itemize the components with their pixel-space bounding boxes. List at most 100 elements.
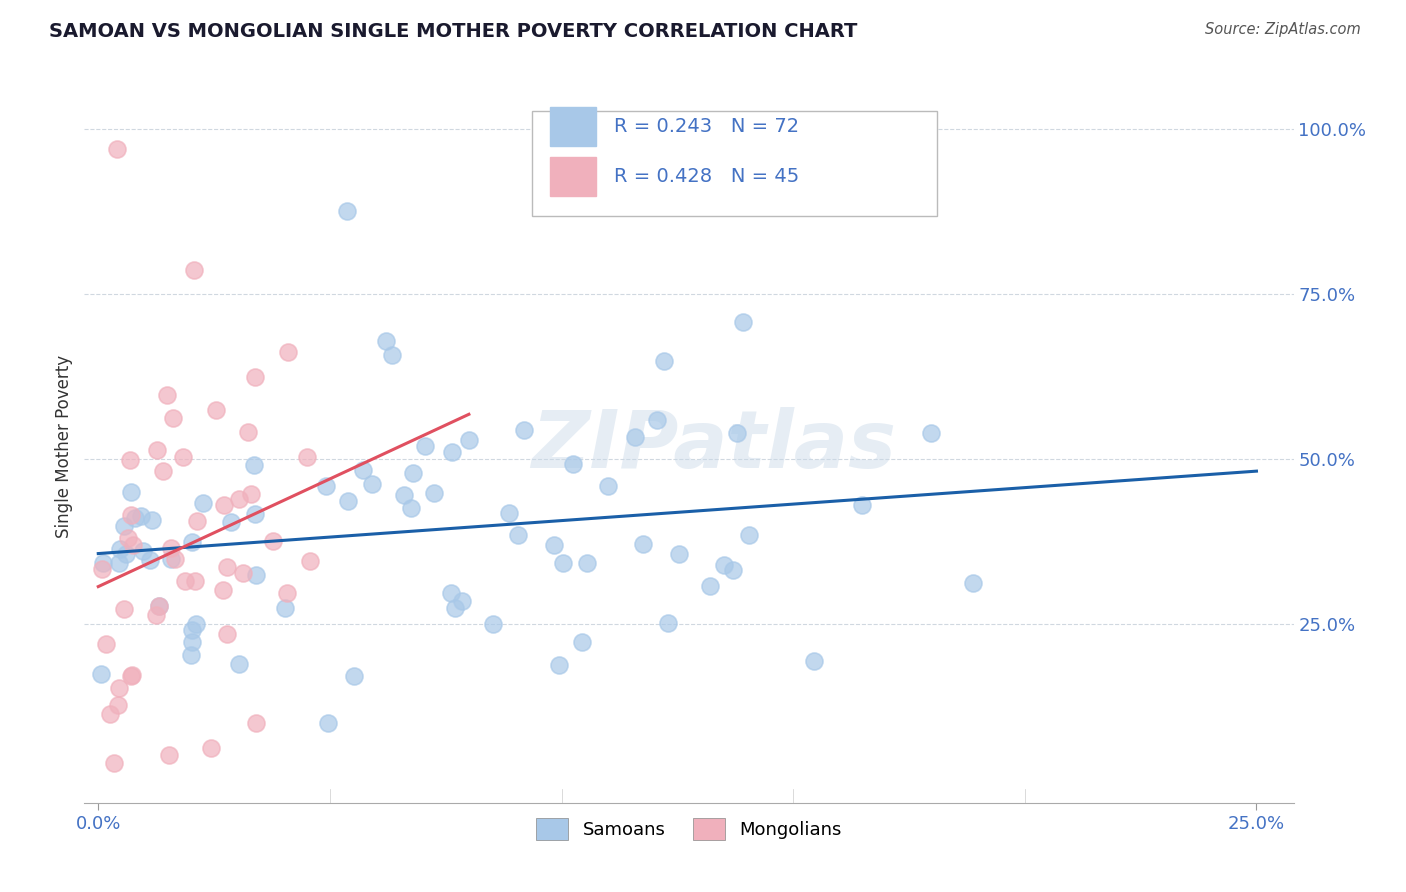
Y-axis label: Single Mother Poverty: Single Mother Poverty	[55, 354, 73, 538]
Point	[107, 698, 129, 713]
Point	[262, 534, 284, 549]
Point	[117, 532, 139, 546]
Point	[458, 433, 481, 447]
Point	[148, 599, 170, 613]
Point	[399, 501, 422, 516]
Point	[118, 453, 141, 467]
Point	[482, 617, 505, 632]
Point	[374, 334, 396, 348]
Point	[174, 574, 197, 588]
Point	[394, 488, 416, 502]
Point	[277, 344, 299, 359]
Point	[631, 537, 654, 551]
Point	[90, 667, 112, 681]
Point	[162, 410, 184, 425]
Point	[228, 492, 250, 507]
Point	[121, 668, 143, 682]
Point	[551, 556, 574, 570]
FancyBboxPatch shape	[531, 111, 936, 216]
Point	[129, 509, 152, 524]
Point	[122, 539, 145, 553]
FancyBboxPatch shape	[550, 107, 596, 146]
Point	[402, 466, 425, 480]
Point	[105, 142, 128, 156]
Point	[336, 204, 359, 219]
Point	[115, 547, 138, 561]
Point	[738, 528, 761, 542]
Point	[245, 716, 267, 731]
Point	[186, 515, 208, 529]
Point	[131, 543, 153, 558]
Text: SAMOAN VS MONGOLIAN SINGLE MOTHER POVERTY CORRELATION CHART: SAMOAN VS MONGOLIAN SINGLE MOTHER POVERT…	[49, 22, 858, 41]
Point	[157, 748, 180, 763]
Point	[98, 706, 121, 721]
Point	[107, 681, 129, 695]
Point	[543, 537, 565, 551]
Point	[274, 601, 297, 615]
Point	[440, 586, 463, 600]
Point	[652, 354, 675, 368]
Point	[145, 608, 167, 623]
Point	[217, 627, 239, 641]
Point	[205, 403, 228, 417]
Point	[236, 425, 259, 440]
Point	[713, 558, 735, 572]
Point	[380, 348, 402, 362]
Point	[120, 669, 142, 683]
Point	[576, 556, 599, 570]
Point	[212, 498, 235, 512]
Point	[803, 655, 825, 669]
Point	[245, 568, 267, 582]
Point	[139, 553, 162, 567]
Point	[181, 623, 204, 637]
Point	[215, 560, 238, 574]
Point	[561, 457, 583, 471]
Point	[318, 716, 340, 731]
Text: R = 0.428   N = 45: R = 0.428 N = 45	[614, 167, 799, 186]
Point	[962, 575, 984, 590]
Point	[243, 458, 266, 472]
Point	[141, 513, 163, 527]
Point	[183, 263, 205, 277]
Point	[219, 515, 242, 529]
Point	[120, 484, 142, 499]
Point	[450, 594, 472, 608]
FancyBboxPatch shape	[550, 157, 596, 196]
Text: R = 0.243   N = 72: R = 0.243 N = 72	[614, 117, 799, 136]
Point	[668, 547, 690, 561]
Point	[337, 493, 360, 508]
Point	[211, 583, 233, 598]
Point	[851, 498, 873, 512]
Point	[699, 579, 721, 593]
Point	[146, 443, 169, 458]
Point	[232, 566, 254, 580]
Point	[721, 562, 744, 576]
Point	[108, 542, 131, 557]
Point	[624, 430, 647, 444]
Point	[120, 508, 142, 523]
Point	[513, 423, 536, 437]
Point	[124, 511, 146, 525]
Point	[239, 486, 262, 500]
Legend: Samoans, Mongolians: Samoans, Mongolians	[529, 811, 849, 847]
Point	[200, 740, 222, 755]
Point	[506, 528, 529, 542]
Point	[181, 635, 204, 649]
Point	[148, 599, 170, 614]
Point	[155, 387, 177, 401]
Point	[163, 552, 186, 566]
Point	[160, 541, 183, 556]
Point	[444, 601, 467, 615]
Text: Source: ZipAtlas.com: Source: ZipAtlas.com	[1205, 22, 1361, 37]
Point	[920, 425, 942, 440]
Point	[276, 586, 298, 600]
Point	[181, 535, 204, 549]
Point	[94, 637, 117, 651]
Point	[112, 602, 135, 616]
Point	[184, 574, 207, 588]
Point	[361, 477, 384, 491]
Point	[352, 463, 374, 477]
Text: ZIPatlas: ZIPatlas	[530, 407, 896, 485]
Point	[245, 370, 267, 384]
Point	[103, 756, 125, 771]
